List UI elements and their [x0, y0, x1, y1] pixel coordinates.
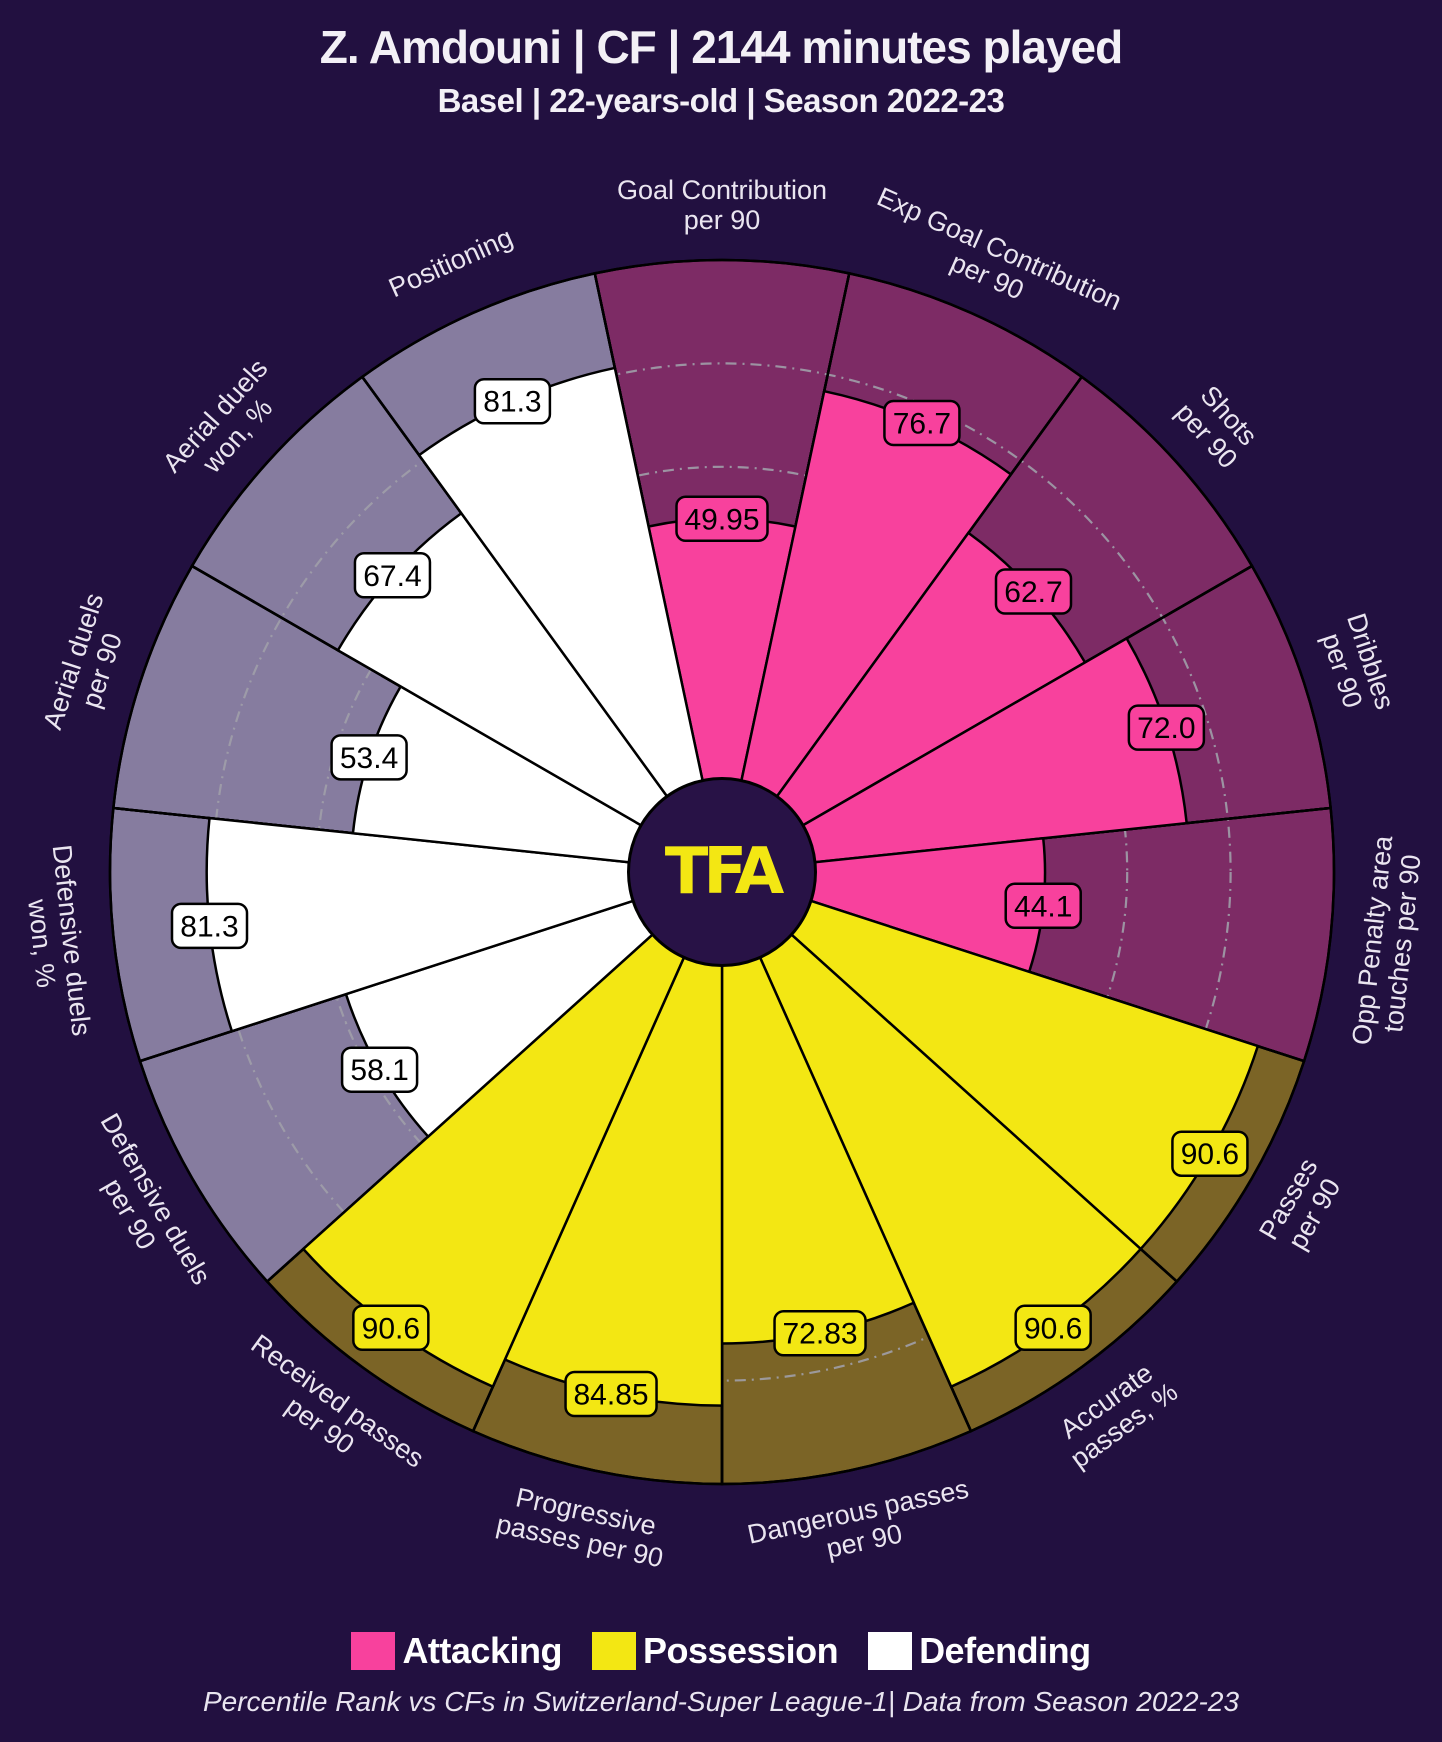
value-text: 90.6	[1024, 1312, 1082, 1345]
value-box	[883, 399, 961, 447]
value-box	[352, 1304, 430, 1352]
slice-bg-outline-11	[108, 806, 723, 1063]
value-label-11: 81.3	[170, 902, 249, 950]
value-text: 90.6	[362, 1312, 420, 1345]
value-box	[170, 902, 249, 950]
axis-label-4: Opp Penalty areatouches per 90	[1347, 833, 1429, 1049]
value-labels: 49.95 76.7 62.7 72.0 44.1 90.6 90.6 72.83 84.85 9…	[170, 377, 1249, 1418]
gridline-80	[212, 362, 1232, 1382]
value-box	[994, 568, 1073, 615]
attacking-swatch	[351, 1632, 396, 1670]
value-label-14: 81.3	[473, 377, 552, 425]
axis-label-7: Dangerous passesper 90	[745, 1474, 978, 1579]
value-label-2: 62.7	[994, 568, 1073, 615]
value-text: 49.95	[684, 503, 759, 536]
slice-bg-outline-14	[360, 271, 724, 873]
slice-fills	[205, 366, 1260, 1407]
value-label-9: 90.6	[352, 1304, 430, 1352]
value-label-13: 67.4	[353, 552, 432, 599]
value-text: 84.85	[574, 1379, 649, 1412]
gridline-60	[315, 465, 1129, 1279]
axis-label-5: Passesper 90	[1253, 1153, 1349, 1260]
legend-label-attacking: Attacking	[402, 1630, 562, 1671]
value-text: 72.83	[782, 1318, 857, 1351]
axis-label-8: Progressivepasses per 90	[494, 1479, 672, 1573]
value-box	[1004, 882, 1082, 930]
slice-bg-outline-1	[720, 271, 1084, 873]
value-text: 67.4	[363, 560, 421, 593]
value-label-6: 90.6	[1014, 1304, 1092, 1352]
value-label-4: 44.1	[1004, 882, 1082, 930]
value-label-5: 90.6	[1171, 1130, 1249, 1177]
value-text: 81.3	[483, 386, 541, 419]
slice-bg-outline-5	[721, 870, 1306, 1284]
slice-bg-outline-4	[721, 806, 1336, 1063]
slice-bg-outline-10	[138, 870, 723, 1284]
slice-bg-outline-13	[190, 375, 724, 874]
slice-bg-outline-2	[720, 375, 1254, 874]
value-label-10: 58.1	[340, 1046, 419, 1093]
legend-item-possession: Possession	[591, 1630, 839, 1672]
value-text: 58.1	[350, 1054, 408, 1087]
slice-bg-outline-12	[111, 564, 723, 874]
value-label-8: 84.85	[564, 1370, 658, 1418]
value-box	[564, 1370, 658, 1418]
legend-item-defending: Defending	[868, 1630, 1091, 1672]
value-box	[340, 1046, 419, 1093]
axis-label-0: Goal Contribution per 90	[617, 175, 827, 235]
page-title: Z. Amdouni | CF | 2144 minutes played	[319, 21, 1123, 73]
defending-swatch	[868, 1632, 913, 1670]
footer-note: Percentile Rank vs CFs in Switzerland-Su…	[202, 1686, 1240, 1717]
value-text: 44.1	[1014, 890, 1072, 923]
legend: Attacking Possession Defending	[0, 1630, 1442, 1672]
value-box	[1014, 1304, 1092, 1352]
legend-item-attacking: Attacking	[351, 1630, 562, 1672]
page-subtitle: Basel | 22-years-old | Season 2022-23	[437, 82, 1005, 119]
value-label-1: 76.7	[883, 399, 961, 447]
value-text: 62.7	[1004, 576, 1062, 609]
value-box	[473, 377, 552, 425]
axis-label-11: Defensive duelswon, %	[17, 843, 97, 1040]
value-text: 76.7	[893, 407, 951, 440]
value-text: 53.4	[340, 742, 398, 775]
slice-bg-outline-3	[721, 564, 1333, 874]
slice-bg-outline-6	[720, 871, 1179, 1433]
value-label-7: 72.83	[773, 1309, 867, 1357]
slice-bg-outline-9	[265, 871, 724, 1433]
tfa-logo: TFA	[627, 777, 817, 967]
value-box	[773, 1309, 867, 1357]
value-box	[675, 495, 769, 543]
value-text: 72.0	[1137, 712, 1195, 745]
value-box	[330, 734, 408, 781]
possession-swatch	[591, 1632, 636, 1670]
axis-label-14: Positioning	[384, 222, 517, 303]
value-text: 81.3	[180, 910, 238, 943]
value-label-0: 49.95	[675, 495, 769, 543]
legend-label-defending: Defending	[919, 1630, 1091, 1671]
axis-label-12: Aerial duelsper 90	[37, 590, 138, 743]
tfa-logo-text: TFA	[664, 835, 785, 909]
legend-label-possession: Possession	[642, 1630, 839, 1671]
value-box	[1171, 1130, 1249, 1177]
value-label-3: 72.0	[1127, 704, 1206, 751]
header: Z. Amdouni | CF | 2144 minutes played Ba…	[0, 20, 1442, 120]
value-box	[1127, 704, 1206, 751]
axis-label-3: Dribblesper 90	[1313, 610, 1401, 723]
value-text: 90.6	[1181, 1138, 1239, 1171]
slice-bg-outline-8	[471, 871, 724, 1486]
slice-background-outlines	[108, 258, 1336, 1486]
slice-bg-outline-0	[593, 258, 851, 873]
axis-label-2: Shotsper 90	[1170, 377, 1266, 474]
value-box	[353, 552, 432, 599]
value-label-12: 53.4	[330, 734, 408, 781]
slice-bg-outline-7	[720, 871, 973, 1486]
